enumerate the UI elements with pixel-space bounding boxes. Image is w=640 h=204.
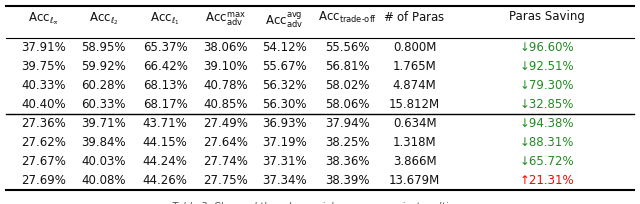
Text: 54.12%: 54.12% xyxy=(262,41,307,54)
Text: 0.634M: 0.634M xyxy=(393,117,436,130)
Text: 27.74%: 27.74% xyxy=(203,155,248,167)
Text: 40.33%: 40.33% xyxy=(21,79,66,92)
Text: 37.19%: 37.19% xyxy=(262,136,307,149)
Text: 56.81%: 56.81% xyxy=(325,60,370,73)
Text: $\#$ of Paras: $\#$ of Paras xyxy=(383,10,446,24)
Text: ↓92.51%: ↓92.51% xyxy=(520,60,575,73)
Text: 56.30%: 56.30% xyxy=(262,98,307,111)
Text: ↓96.60%: ↓96.60% xyxy=(520,41,575,54)
Text: 44.26%: 44.26% xyxy=(143,174,188,186)
Text: 59.92%: 59.92% xyxy=(81,60,126,73)
Text: 40.78%: 40.78% xyxy=(203,79,248,92)
Text: 60.28%: 60.28% xyxy=(81,79,126,92)
Text: 37.31%: 37.31% xyxy=(262,155,307,167)
Text: 44.15%: 44.15% xyxy=(143,136,188,149)
Text: ↑21.31%: ↑21.31% xyxy=(520,174,575,186)
Text: 13.679M: 13.679M xyxy=(389,174,440,186)
Text: 27.62%: 27.62% xyxy=(21,136,66,149)
Text: 44.24%: 44.24% xyxy=(143,155,188,167)
Text: Paras Saving: Paras Saving xyxy=(509,10,585,23)
Text: 40.40%: 40.40% xyxy=(21,98,66,111)
Text: 56.32%: 56.32% xyxy=(262,79,307,92)
Text: 38.25%: 38.25% xyxy=(325,136,370,149)
Text: ↓32.85%: ↓32.85% xyxy=(520,98,574,111)
Text: 38.39%: 38.39% xyxy=(325,174,370,186)
Text: 39.10%: 39.10% xyxy=(203,60,248,73)
Text: 40.03%: 40.03% xyxy=(81,155,126,167)
Text: 40.85%: 40.85% xyxy=(203,98,248,111)
Text: 68.13%: 68.13% xyxy=(143,79,188,92)
Text: 65.37%: 65.37% xyxy=(143,41,188,54)
Text: 4.874M: 4.874M xyxy=(393,79,436,92)
Text: 37.34%: 37.34% xyxy=(262,174,307,186)
Text: $\mathrm{Acc}_{\mathrm{trade\text{-}off}}$: $\mathrm{Acc}_{\mathrm{trade\text{-}off}… xyxy=(318,10,377,25)
Text: 36.93%: 36.93% xyxy=(262,117,307,130)
Text: 58.02%: 58.02% xyxy=(325,79,370,92)
Text: 0.800M: 0.800M xyxy=(393,41,436,54)
Text: 1.765M: 1.765M xyxy=(393,60,436,73)
Text: 38.36%: 38.36% xyxy=(325,155,370,167)
Text: 37.94%: 37.94% xyxy=(325,117,370,130)
Text: ↓79.30%: ↓79.30% xyxy=(520,79,575,92)
Text: 39.71%: 39.71% xyxy=(81,117,126,130)
Text: 27.69%: 27.69% xyxy=(21,174,66,186)
Text: 58.95%: 58.95% xyxy=(81,41,126,54)
Text: 27.75%: 27.75% xyxy=(203,174,248,186)
Text: $\mathrm{Acc}^{\mathrm{max}}_{\mathrm{adv}}$: $\mathrm{Acc}^{\mathrm{max}}_{\mathrm{ad… xyxy=(205,10,246,28)
Text: 39.84%: 39.84% xyxy=(81,136,126,149)
Text: $\mathrm{Acc}_{\ell_2}$: $\mathrm{Acc}_{\ell_2}$ xyxy=(89,10,118,27)
Text: 3.866M: 3.866M xyxy=(393,155,436,167)
Text: 27.64%: 27.64% xyxy=(203,136,248,149)
Text: 55.67%: 55.67% xyxy=(262,60,307,73)
Text: $\mathrm{Acc}_{\ell_\infty}$: $\mathrm{Acc}_{\ell_\infty}$ xyxy=(28,10,59,26)
Text: 68.17%: 68.17% xyxy=(143,98,188,111)
Text: $\mathrm{Acc}_{\ell_1}$: $\mathrm{Acc}_{\ell_1}$ xyxy=(150,10,180,27)
Text: 39.75%: 39.75% xyxy=(21,60,66,73)
Text: 27.36%: 27.36% xyxy=(21,117,66,130)
Text: 66.42%: 66.42% xyxy=(143,60,188,73)
Text: 58.06%: 58.06% xyxy=(325,98,370,111)
Text: ↓94.38%: ↓94.38% xyxy=(520,117,575,130)
Text: 1.318M: 1.318M xyxy=(393,136,436,149)
Text: 27.67%: 27.67% xyxy=(21,155,66,167)
Text: $\mathrm{Acc}^{\mathrm{avg}}_{\mathrm{adv}}$: $\mathrm{Acc}^{\mathrm{avg}}_{\mathrm{ad… xyxy=(265,10,303,30)
Text: Table 3. Clue and the adversarial accuracy against multi-p...: Table 3. Clue and the adversarial accura… xyxy=(172,202,468,204)
Text: 37.91%: 37.91% xyxy=(21,41,66,54)
Text: 43.71%: 43.71% xyxy=(143,117,188,130)
Text: ↓88.31%: ↓88.31% xyxy=(520,136,574,149)
Text: 40.08%: 40.08% xyxy=(81,174,126,186)
Text: 60.33%: 60.33% xyxy=(81,98,126,111)
Text: 55.56%: 55.56% xyxy=(325,41,370,54)
Text: 38.06%: 38.06% xyxy=(203,41,248,54)
Text: 15.812M: 15.812M xyxy=(389,98,440,111)
Text: 27.49%: 27.49% xyxy=(203,117,248,130)
Text: ↓65.72%: ↓65.72% xyxy=(520,155,575,167)
